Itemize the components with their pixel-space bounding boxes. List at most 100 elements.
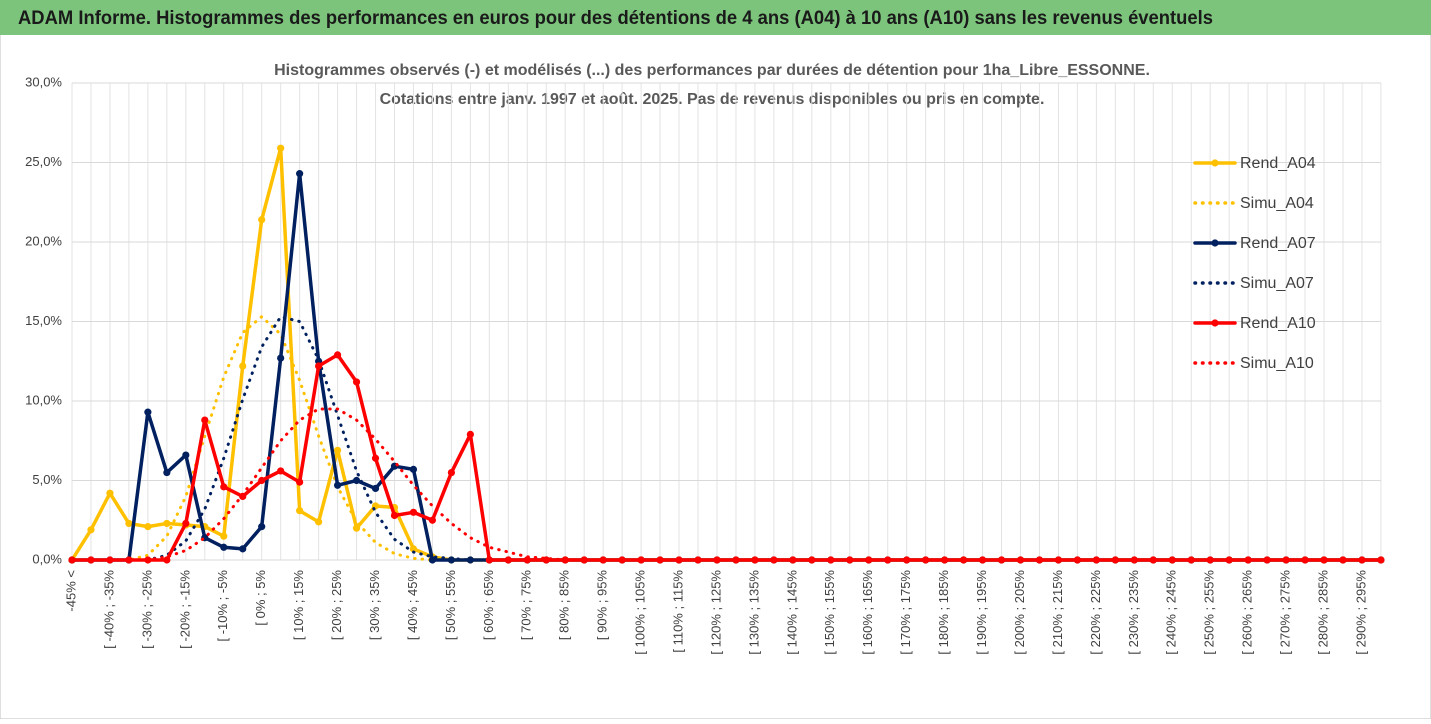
data-point — [144, 523, 152, 531]
data-point — [1263, 556, 1271, 564]
data-point — [201, 416, 209, 424]
legend-marker — [1211, 239, 1219, 247]
data-point — [466, 556, 474, 564]
data-point — [1339, 556, 1347, 564]
legend-label: Rend_A07 — [1240, 235, 1316, 252]
x-tick-label: [ 230% ; 235% — [1126, 570, 1141, 655]
data-point — [447, 468, 455, 477]
series-line — [70, 315, 1383, 562]
data-point — [732, 556, 740, 564]
x-tick-label: [ 40% ; 45% — [405, 570, 420, 641]
legend-label: Simu_A04 — [1240, 195, 1314, 212]
data-point — [220, 532, 228, 540]
data-point — [1301, 556, 1309, 564]
data-point — [315, 362, 323, 370]
legend-label: Rend_A10 — [1240, 315, 1316, 332]
data-point — [296, 478, 304, 486]
x-tick-label: [ 250% ; 255% — [1202, 570, 1217, 655]
data-point — [390, 511, 399, 520]
y-tick-label: 15,0% — [25, 313, 62, 328]
x-tick-label: [ 240% ; 245% — [1164, 570, 1179, 655]
x-tick-label: [ 50% ; 55% — [443, 570, 458, 641]
legend-label: Simu_A07 — [1240, 275, 1314, 292]
x-tick-label: [ 60% ; 65% — [481, 570, 496, 641]
data-point — [428, 516, 437, 524]
data-point — [1149, 556, 1157, 564]
data-point — [220, 543, 228, 551]
x-tick-label: [ 20% ; 25% — [329, 570, 344, 641]
header-bar — [0, 0, 1431, 35]
data-point — [258, 476, 266, 485]
data-point — [258, 523, 266, 531]
x-tick-label: [ -30% ; -25% — [139, 570, 154, 649]
data-point — [1073, 556, 1082, 564]
data-point — [1016, 556, 1025, 564]
data-point — [163, 556, 171, 564]
x-tick-label: [ 120% ; 125% — [708, 570, 723, 655]
header-title: ADAM Informe. Histogrammes des performan… — [18, 8, 1213, 29]
data-point — [106, 489, 114, 497]
data-point — [1111, 556, 1119, 564]
data-point — [1187, 556, 1195, 564]
data-point — [315, 518, 323, 526]
y-tick-label: 10,0% — [25, 392, 62, 407]
data-point — [523, 556, 531, 564]
x-tick-label: [ 190% ; 195% — [974, 570, 989, 655]
legend-label: Simu_A10 — [1240, 355, 1314, 372]
x-tick-label: [ 140% ; 145% — [784, 570, 799, 655]
data-point — [163, 519, 171, 528]
y-tick-label: 25,0% — [25, 154, 62, 169]
x-tick-label: [ 100% ; 105% — [633, 570, 648, 655]
data-point — [827, 556, 835, 564]
data-point — [371, 454, 380, 462]
legend-marker — [1211, 159, 1219, 167]
data-point — [87, 526, 95, 534]
data-point — [239, 362, 247, 370]
data-point — [296, 507, 304, 515]
data-point — [409, 465, 418, 473]
data-point — [409, 545, 418, 553]
x-tick-label: [ 290% ; 295% — [1353, 570, 1368, 655]
data-point — [352, 476, 361, 485]
x-tick-label: [ -40% ; -35% — [101, 570, 116, 649]
data-point — [333, 351, 342, 359]
x-tick-label: [ 170% ; 175% — [898, 570, 913, 655]
data-point — [182, 451, 190, 459]
x-tick-label: -45% < — [63, 570, 78, 612]
data-point — [182, 519, 190, 528]
x-tick-label: [ 30% ; 35% — [367, 570, 382, 641]
x-tick-label: [ 150% ; 155% — [822, 570, 837, 655]
data-point — [258, 216, 266, 224]
data-point — [978, 556, 987, 564]
data-point — [580, 556, 588, 564]
chart-title: Histogrammes observés (-) et modélisés (… — [274, 62, 1150, 79]
series-line — [70, 353, 1383, 562]
data-point — [125, 556, 133, 564]
x-tick-label: [ 80% ; 85% — [557, 570, 572, 641]
x-tick-label: [ 280% ; 285% — [1315, 570, 1330, 655]
x-tick-label: [ 110% ; 115% — [670, 570, 685, 653]
data-point — [428, 556, 437, 564]
legend-marker — [1211, 319, 1219, 327]
data-point — [371, 484, 380, 493]
data-point — [865, 556, 873, 564]
data-point — [941, 556, 949, 564]
x-tick-label: [ 200% ; 205% — [1012, 570, 1027, 655]
data-point — [163, 468, 171, 477]
x-tick-label: [ 0% ; 5% — [253, 570, 268, 626]
data-point — [618, 556, 626, 564]
x-tick-label: [ 10% ; 15% — [291, 570, 306, 641]
x-tick-label: [ 130% ; 135% — [746, 570, 761, 655]
data-point — [144, 408, 152, 416]
x-tick-label: [ 180% ; 185% — [936, 570, 951, 655]
data-point — [656, 556, 664, 564]
x-tick-label: [ 270% ; 275% — [1278, 570, 1293, 655]
data-point — [485, 556, 493, 564]
y-tick-label: 20,0% — [25, 233, 62, 248]
data-point — [789, 556, 797, 564]
data-point — [751, 556, 759, 564]
y-tick-label: 0,0% — [32, 551, 62, 566]
